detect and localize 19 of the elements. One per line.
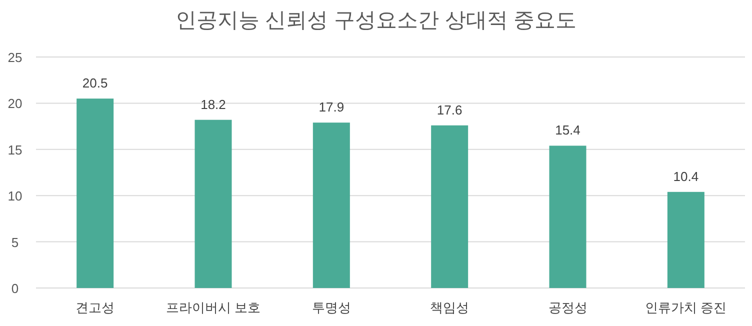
data-label: 18.2: [200, 96, 226, 112]
data-label: 17.9: [318, 100, 344, 115]
data-label: 17.6: [436, 102, 462, 118]
title: 인공지능 신뢰성 구성요소간 상대적 중요도: [175, 9, 577, 32]
y-tick-label: 15: [8, 142, 22, 158]
y-tick-label: 0: [11, 281, 19, 296]
x-tick-label: 책임성: [430, 300, 470, 315]
x-tick-label: 견고성: [76, 300, 115, 315]
x-tick-label: 인류가치 증진: [645, 300, 727, 315]
x-tick-label: 공정성: [548, 300, 588, 315]
y-tick-label: 25: [8, 50, 22, 65]
x-tick-label: 프라이버시 보호: [166, 300, 261, 315]
y-tick-label: 20: [8, 96, 22, 112]
y-tick-label: 5: [11, 234, 19, 250]
data-label: 10.4: [673, 168, 699, 184]
y-tick-label: 10: [8, 188, 22, 204]
data-label: 15.4: [555, 122, 580, 138]
data-label: 20.5: [82, 76, 108, 91]
x-tick-label: 투명성: [312, 300, 351, 315]
